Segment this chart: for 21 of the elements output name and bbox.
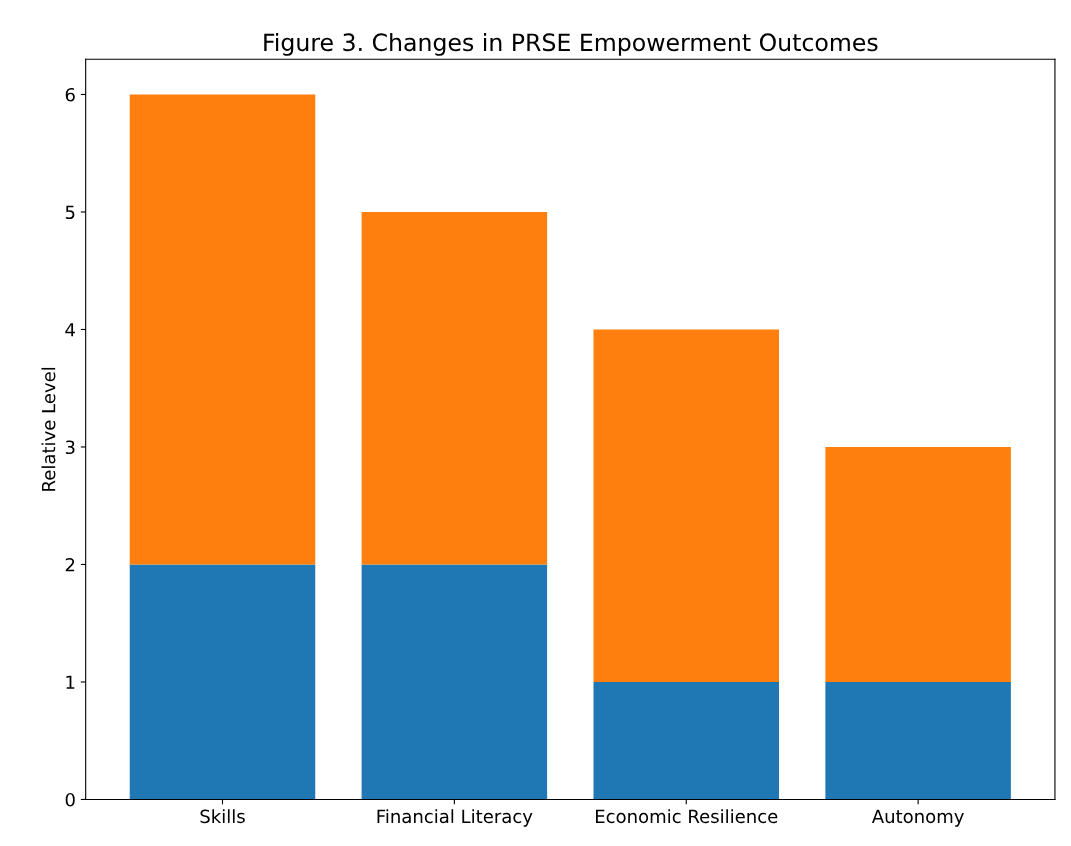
x-tick-label: Financial Literacy (377, 809, 533, 827)
y-tick-label: 3 (65, 440, 75, 455)
bar (825, 446, 1011, 682)
y-tick-label: 2 (65, 557, 75, 572)
y-axis-title: Relative Level (41, 367, 56, 491)
y-tick-label: 0 (65, 792, 75, 807)
y-tick-label: 4 (65, 323, 75, 337)
bar (593, 681, 779, 800)
bar (361, 564, 548, 800)
bar (129, 94, 316, 565)
x-tick-label: Autonomy (871, 809, 964, 827)
bar (593, 329, 779, 682)
y-tick-label: 6 (65, 87, 75, 102)
y-tick-label: 5 (65, 205, 75, 220)
x-tick-label: Skills (200, 809, 245, 824)
bar (129, 564, 316, 800)
bar (825, 681, 1011, 800)
bar (361, 211, 548, 565)
chart-title: Figure 3. Changes in PRSE Empowerment Outcomes (264, 32, 878, 56)
y-tick-label: 1 (66, 675, 75, 689)
x-tick-label: Economic Resilience (596, 809, 778, 824)
